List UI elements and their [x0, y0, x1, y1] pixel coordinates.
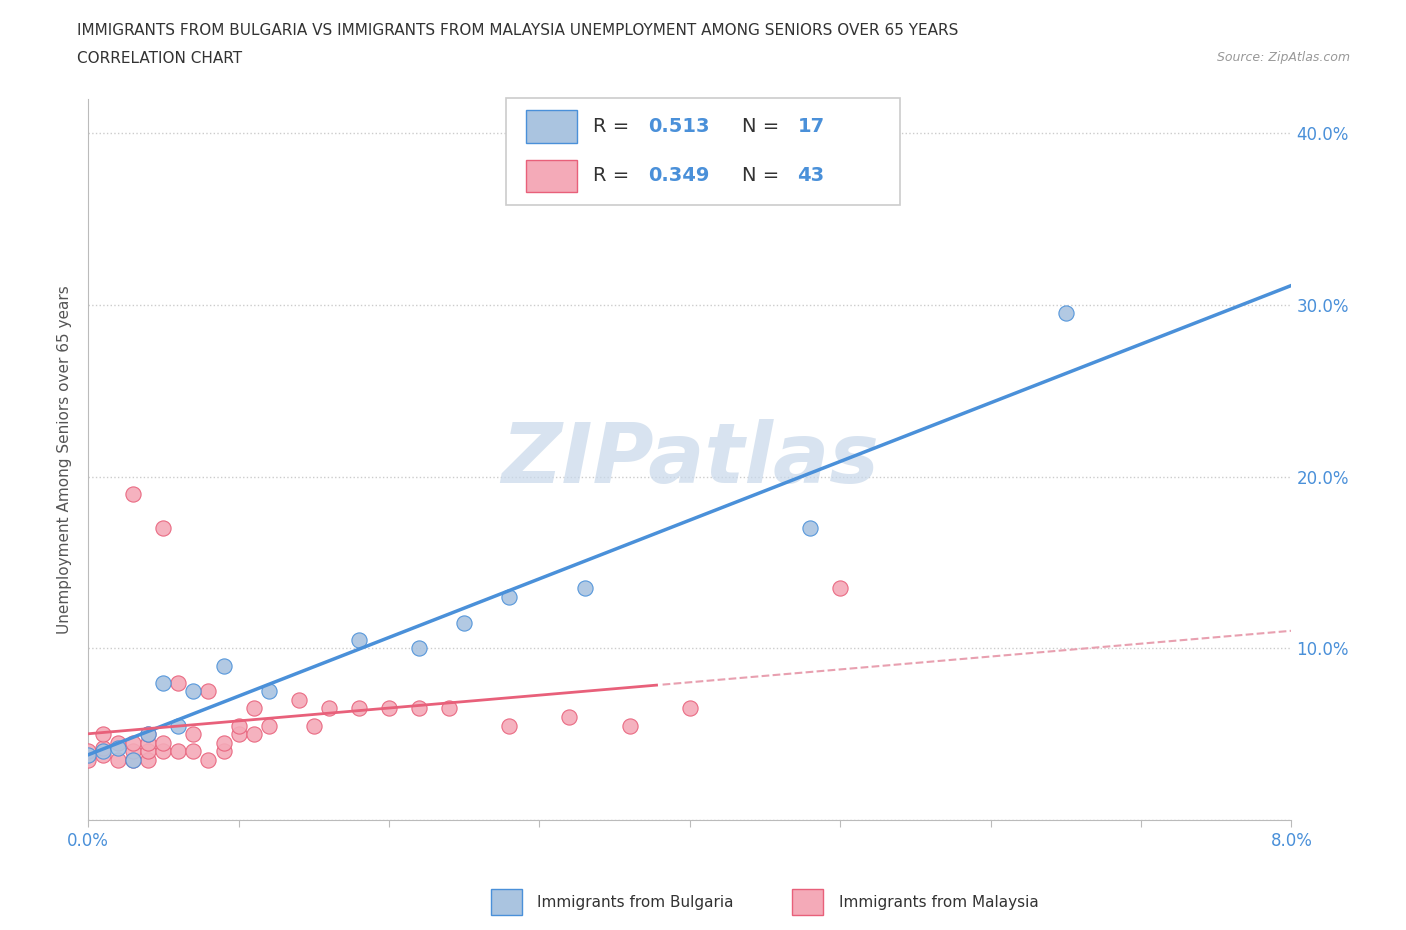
Point: [152, 744, 174, 759]
Point: [122, 486, 145, 501]
Text: Source: ZipAtlas.com: Source: ZipAtlas.com: [1216, 51, 1350, 64]
Bar: [793, 889, 824, 915]
Point: [77, 744, 100, 759]
Text: N =: N =: [742, 117, 786, 136]
Point: [212, 744, 235, 759]
Text: CORRELATION CHART: CORRELATION CHART: [77, 51, 242, 66]
Text: N =: N =: [742, 166, 786, 185]
Point: [679, 701, 702, 716]
Bar: [526, 111, 576, 142]
Point: [347, 701, 370, 716]
Point: [183, 726, 205, 741]
Point: [242, 726, 264, 741]
Point: [136, 726, 159, 741]
Text: 0.513: 0.513: [648, 117, 710, 136]
Point: [122, 752, 145, 767]
Point: [136, 752, 159, 767]
Point: [107, 736, 129, 751]
Point: [183, 744, 205, 759]
Text: Immigrants from Bulgaria: Immigrants from Bulgaria: [537, 895, 734, 910]
Point: [799, 521, 821, 536]
Point: [167, 718, 190, 733]
Text: ZIPatlas: ZIPatlas: [501, 418, 879, 500]
Point: [318, 701, 340, 716]
Text: 0.349: 0.349: [648, 166, 709, 185]
Point: [257, 718, 280, 733]
Point: [437, 701, 460, 716]
Bar: [526, 160, 576, 192]
Text: 43: 43: [797, 166, 824, 185]
Point: [212, 736, 235, 751]
Point: [242, 701, 264, 716]
Point: [197, 752, 219, 767]
Point: [122, 736, 145, 751]
Y-axis label: Unemployment Among Seniors over 65 years: Unemployment Among Seniors over 65 years: [58, 285, 72, 633]
Point: [136, 726, 159, 741]
Point: [91, 726, 114, 741]
Point: [408, 641, 430, 656]
Point: [136, 736, 159, 751]
Point: [1054, 306, 1077, 321]
Point: [167, 675, 190, 690]
Point: [91, 740, 114, 755]
Point: [302, 718, 325, 733]
FancyBboxPatch shape: [506, 98, 900, 205]
Point: [287, 693, 309, 708]
Point: [77, 752, 100, 767]
Point: [347, 632, 370, 647]
Point: [167, 744, 190, 759]
Point: [122, 744, 145, 759]
Point: [498, 718, 520, 733]
Point: [228, 718, 250, 733]
Text: R =: R =: [593, 117, 636, 136]
Text: 17: 17: [797, 117, 824, 136]
Point: [619, 718, 641, 733]
Point: [197, 684, 219, 698]
Point: [107, 752, 129, 767]
Point: [91, 744, 114, 759]
Point: [498, 590, 520, 604]
Point: [183, 684, 205, 698]
Point: [830, 580, 852, 595]
Point: [136, 744, 159, 759]
Point: [152, 736, 174, 751]
Point: [91, 748, 114, 763]
Point: [122, 752, 145, 767]
Point: [378, 701, 401, 716]
Point: [152, 521, 174, 536]
Text: Immigrants from Malaysia: Immigrants from Malaysia: [838, 895, 1039, 910]
Point: [152, 675, 174, 690]
Point: [228, 726, 250, 741]
Point: [558, 710, 581, 724]
Point: [257, 684, 280, 698]
Point: [77, 748, 100, 763]
Bar: [491, 889, 522, 915]
Point: [574, 580, 596, 595]
Point: [408, 701, 430, 716]
Text: IMMIGRANTS FROM BULGARIA VS IMMIGRANTS FROM MALAYSIA UNEMPLOYMENT AMONG SENIORS : IMMIGRANTS FROM BULGARIA VS IMMIGRANTS F…: [77, 23, 959, 38]
Point: [107, 740, 129, 755]
Point: [453, 615, 475, 630]
Text: R =: R =: [593, 166, 636, 185]
Point: [212, 658, 235, 673]
